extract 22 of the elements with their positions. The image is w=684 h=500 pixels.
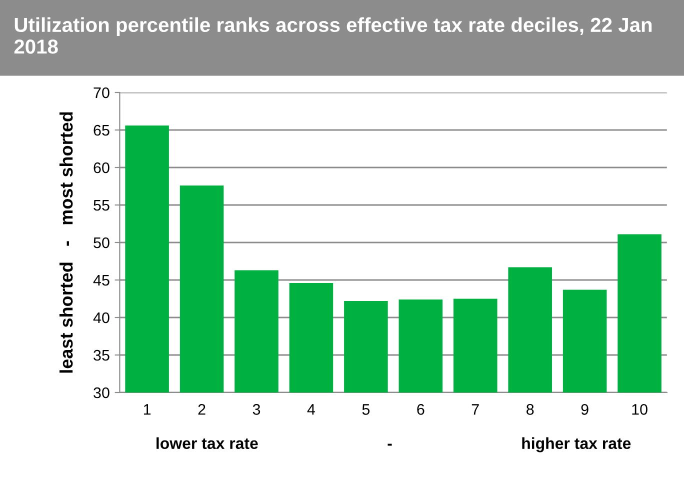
chart-title: Utilization percentile ranks across effective tax rate deciles, 22 Jan 2018 [14,17,652,54]
y-tick-label: 70 [94,87,110,98]
y-tick-label: 45 [93,275,110,286]
y-tick-label: 65 [94,124,110,136]
y-tick-label: 40 [93,312,110,324]
x-tick-label: 10 [632,404,648,415]
x-tick-label: 4 [307,404,316,415]
y-tick-label: 55 [94,200,110,211]
y-tick-label: 30 [94,387,110,398]
y-tick-label: 60 [94,162,110,174]
x-tick-label: 9 [581,404,588,415]
x-tick-label: 1 [144,404,151,415]
y-tick-label: 35 [94,350,110,361]
y-tick-label: 50 [94,237,110,248]
x-tick-label: 7 [472,404,479,415]
x-tick-label: 3 [252,404,260,415]
y-axis-title: least shorted - most shorted [59,112,73,373]
x-tick-label: 5 [362,404,370,415]
x-tick-label: 6 [417,404,424,415]
x-tick-label: 2 [198,404,206,415]
x-axis-title: lower tax rate - higher tax rate [156,437,631,452]
x-tick-label: 8 [526,404,534,415]
